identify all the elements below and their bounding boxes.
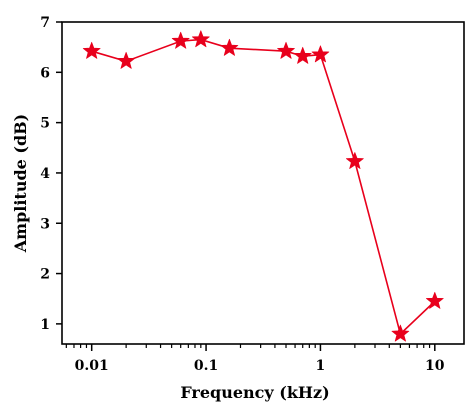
data-point-star xyxy=(277,41,295,59)
data-point-star xyxy=(391,324,410,342)
y-tick-label: 1 xyxy=(40,317,50,333)
data-point-star xyxy=(293,46,312,64)
y-tick-label: 6 xyxy=(40,65,50,81)
plot-frame xyxy=(61,21,465,345)
data-point-star xyxy=(425,291,444,309)
x-tick-label: 1 xyxy=(316,358,326,374)
y-tick-label: 5 xyxy=(40,116,50,132)
x-tick-label: 0.01 xyxy=(75,358,109,374)
series-line xyxy=(91,38,436,336)
y-tick-label: 2 xyxy=(40,267,50,283)
data-point-star xyxy=(171,31,190,49)
y-axis-title: Amplitude (dB) xyxy=(11,114,30,254)
data-point-star xyxy=(220,38,239,56)
x-tick-label: 10 xyxy=(425,358,445,374)
data-point-star xyxy=(191,30,210,48)
data-point-star xyxy=(346,152,364,169)
data-point-star xyxy=(311,45,330,63)
data-point-star xyxy=(117,51,135,69)
y-tick-label: 7 xyxy=(40,15,50,31)
x-axis-title: Frequency (kHz) xyxy=(180,383,329,402)
data-point-star xyxy=(82,41,101,59)
x-tick-label: 0.1 xyxy=(194,358,218,374)
y-tick-label: 3 xyxy=(40,216,50,232)
y-tick-label: 4 xyxy=(40,166,50,182)
